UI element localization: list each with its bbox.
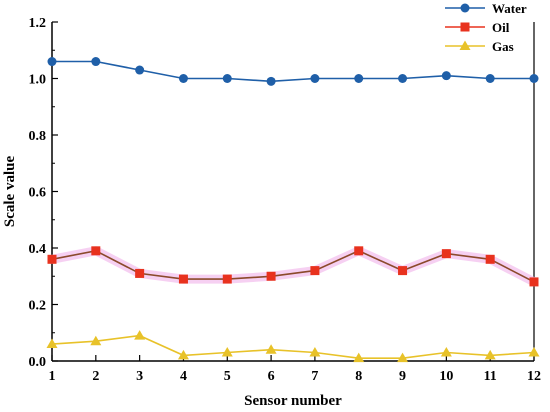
legend: Water Oil Gas (445, 1, 527, 54)
data-point (222, 74, 232, 83)
y-tick-label: 0.0 (29, 355, 47, 370)
data-point (440, 347, 452, 357)
y-axis-title: Scale value (2, 156, 18, 228)
data-point (354, 246, 364, 256)
series-line (51, 249, 535, 283)
series-water (47, 57, 539, 86)
y-tick-label: 0.4 (29, 242, 47, 257)
series-line (51, 334, 535, 359)
x-tick-label: 10 (439, 369, 453, 384)
data-point (178, 74, 188, 83)
data-point (398, 74, 408, 83)
y-tick-label: 0.2 (29, 299, 47, 314)
data-point (528, 347, 540, 357)
data-point (90, 335, 102, 346)
x-tick-label: 4 (180, 369, 187, 384)
data-point (485, 74, 495, 83)
data-point (178, 274, 188, 284)
y-tick-labels: 0.0 0.2 0.4 0.6 0.8 1.0 1.2 (29, 16, 47, 370)
y-tick-label: 0.6 (29, 186, 47, 201)
y-tick-label: 1.2 (29, 16, 47, 31)
x-tick-labels: 1 2 3 4 5 6 7 8 9 10 11 12 (49, 369, 542, 384)
x-axis-title: Sensor number (244, 393, 342, 409)
data-point (485, 254, 495, 264)
data-point (91, 57, 101, 67)
data-point (529, 277, 539, 287)
data-point (47, 254, 57, 264)
data-point (529, 74, 539, 83)
data-point (441, 71, 451, 81)
data-point (310, 74, 320, 83)
x-tick-label: 3 (136, 369, 143, 384)
x-tick-label: 2 (92, 369, 99, 384)
series-line (52, 60, 534, 83)
data-point (353, 352, 365, 363)
x-tick-label: 11 (484, 369, 497, 384)
data-point (310, 266, 320, 276)
x-tick-label: 1 (49, 369, 56, 384)
data-point (135, 65, 145, 75)
y-tick-label: 0.8 (29, 129, 47, 144)
x-tick-label: 9 (399, 369, 406, 384)
data-point (398, 266, 408, 276)
data-point (309, 347, 321, 357)
legend-label-water: Water (492, 1, 527, 16)
legend-marker (460, 3, 470, 13)
data-point (135, 268, 145, 278)
data-point (134, 330, 146, 340)
y-tick-label: 1.0 (29, 73, 47, 88)
data-point (177, 349, 189, 360)
series-gas (46, 330, 540, 363)
data-point (222, 274, 232, 284)
series-oil (47, 246, 539, 287)
axes (51, 21, 535, 362)
data-point (91, 246, 101, 256)
x-tick-label: 8 (355, 369, 362, 384)
legend-marker (460, 22, 470, 32)
data-point (354, 74, 364, 83)
data-point (266, 271, 276, 281)
data-point (47, 57, 57, 67)
data-point (484, 349, 496, 360)
data-point (441, 249, 451, 259)
x-tick-label: 5 (224, 369, 231, 384)
x-tick-label: 12 (527, 369, 541, 384)
x-tick-label: 6 (268, 369, 275, 384)
legend-label-gas: Gas (492, 39, 514, 54)
data-point (46, 338, 58, 349)
data-point (266, 76, 276, 86)
x-tick-label: 7 (311, 369, 318, 384)
legend-label-oil: Oil (492, 20, 510, 35)
data-point (397, 352, 409, 363)
data-point (221, 347, 233, 357)
data-point (265, 344, 277, 354)
legend-marker (459, 40, 471, 50)
